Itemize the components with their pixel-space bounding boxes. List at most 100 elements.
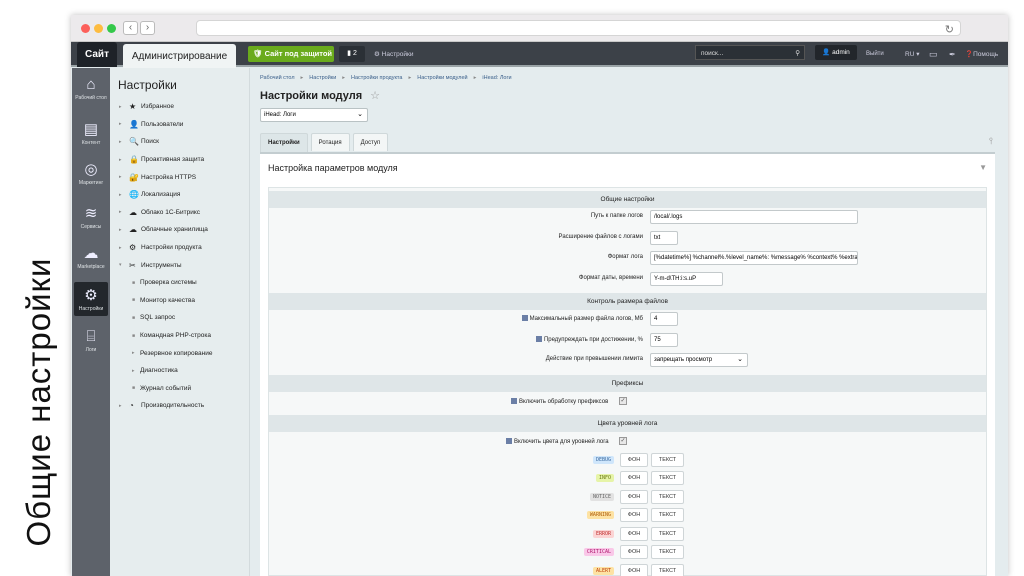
expand-icon[interactable]: ▸ [132, 350, 135, 357]
ext-input[interactable]: txt [650, 230, 678, 245]
breadcrumb-item[interactable]: iHead: Логи [482, 75, 512, 81]
menu-item[interactable]: ▸ ◔ Производительность [110, 397, 249, 415]
bg-color-button[interactable]: ФОН [620, 563, 648, 576]
breadcrumb-item[interactable]: Настройки [309, 75, 337, 81]
site-protected-button[interactable]: 🛡 Сайт под защитой [248, 46, 334, 62]
address-bar[interactable]: ↻ [196, 20, 961, 36]
logout-link[interactable]: Выйти [866, 51, 884, 57]
expand-icon[interactable]: ▸ [119, 244, 122, 251]
notifications-button[interactable]: ▮ 2 [339, 46, 365, 62]
user-button[interactable]: 👤 admin [815, 45, 857, 60]
search-input[interactable]: поиск... ⚲ [695, 45, 805, 60]
menu-item[interactable]: ▸ ⚙ Настройки продукта [110, 239, 249, 257]
help-icon[interactable] [511, 397, 517, 404]
bg-color-button[interactable]: ФОН [620, 508, 648, 522]
language-select[interactable]: RU ▾ [905, 51, 920, 58]
menu-item[interactable]: ▸ Диагностика [110, 362, 249, 380]
menu-item[interactable]: ■ Проверка системы [110, 274, 249, 292]
sidebar-item-logs[interactable]: ⌸ Логи [72, 328, 110, 353]
menu-item[interactable]: ▸ ★ Избранное [110, 98, 249, 116]
text-color-button[interactable]: ТЕКСТ [651, 452, 684, 467]
minimize-dot[interactable] [94, 24, 103, 33]
expand-icon[interactable]: ▸ [119, 226, 122, 233]
expand-icon[interactable]: ▸ [119, 138, 122, 145]
expand-icon[interactable]: ■ [132, 332, 136, 339]
menu-item[interactable]: ▸ ☁ Облако 1С-Битрикс [110, 204, 249, 222]
menu-item[interactable]: ■ Журнал событий [110, 380, 249, 398]
tab-access[interactable]: Доступ [352, 133, 389, 151]
tab-rotation[interactable]: Ротация [310, 133, 350, 151]
expand-icon[interactable]: ■ [132, 385, 136, 392]
bg-color-button[interactable]: ФОН [620, 489, 648, 504]
sidebar-item-settings[interactable]: ⚙ Настройки [74, 282, 108, 316]
colors-checkbox[interactable]: ✓ [619, 436, 627, 445]
menu-item[interactable]: ▸ 🔐 Настройка HTTPS [110, 168, 249, 186]
expand-icon[interactable]: ▸ [132, 367, 135, 374]
text-color-button[interactable]: ТЕКСТ [651, 489, 684, 504]
window-icon[interactable]: ▭ [929, 49, 938, 59]
warn-input[interactable]: 75 [650, 332, 678, 347]
breadcrumb-item[interactable]: Настройки модулей [417, 75, 468, 81]
maxsize-input[interactable]: 4 [650, 312, 678, 326]
text-color-button[interactable]: ТЕКСТ [651, 545, 684, 559]
text-color-button[interactable]: ТЕКСТ [651, 471, 684, 485]
module-select[interactable]: iHead: Логи ⌄ [260, 108, 368, 122]
expand-icon[interactable]: ■ [132, 279, 136, 286]
breadcrumb-item[interactable]: Настройки продукта [351, 75, 403, 81]
tab-administration[interactable]: Администрирование [123, 44, 236, 69]
back-icon[interactable]: ‹ [123, 21, 138, 35]
expand-icon[interactable]: ■ [132, 314, 136, 321]
help-link[interactable]: ❓Помощь [965, 42, 998, 67]
menu-item[interactable]: ▸ ☁ Облачные хранилища [110, 221, 249, 239]
menu-item[interactable]: ▾ ✂ Инструменты [110, 256, 249, 274]
path-input[interactable]: /local/.logs [650, 210, 858, 224]
settings-link[interactable]: ⚙ Настройки [374, 42, 414, 67]
bg-color-button[interactable]: ФОН [620, 545, 648, 559]
tab-settings[interactable]: Настройки [260, 133, 308, 152]
menu-item[interactable]: ▸ Резервное копирование [110, 344, 249, 362]
text-color-button[interactable]: ТЕКСТ [651, 508, 684, 522]
star-icon[interactable]: ☆ [370, 90, 381, 102]
text-color-button[interactable]: ТЕКСТ [651, 563, 684, 576]
menu-item[interactable]: ■ Монитор качества [110, 292, 249, 310]
menu-item[interactable]: ▸ 👤 Пользователи [110, 116, 249, 134]
expand-icon[interactable]: ■ [132, 297, 136, 304]
expand-icon[interactable]: ▸ [119, 174, 122, 181]
menu-item[interactable]: ▸ 🔒 Проактивная защита [110, 151, 249, 169]
bg-color-button[interactable]: ФОН [620, 452, 648, 467]
expand-icon[interactable]: ▸ [119, 191, 122, 198]
expand-icon[interactable]: ▸ [119, 103, 122, 110]
datefmt-input[interactable]: Y-m-d\TH:i:s.uP [650, 271, 723, 286]
zoom-dot[interactable] [107, 24, 116, 33]
expand-icon[interactable]: ▸ [119, 402, 122, 409]
sidebar-item-desktop[interactable]: ⌂ Рабочий стол [72, 76, 110, 101]
action-select[interactable]: запрещать просмотр ⌄ [650, 353, 748, 367]
breadcrumb-item[interactable]: Рабочий стол [260, 75, 295, 81]
bg-color-button[interactable]: ФОН [620, 471, 648, 485]
prefix-checkbox[interactable]: ✓ [619, 396, 627, 405]
menu-item[interactable]: ▸ 🔍 Поиск [110, 133, 249, 151]
sidebar-item-content[interactable]: ▤ Контент [72, 120, 110, 146]
expand-icon[interactable]: ▾ [119, 262, 122, 269]
menu-item[interactable]: ▸ 🌐 Локализация [110, 186, 249, 204]
tab-site[interactable]: Сайт [77, 42, 117, 67]
pin-icon[interactable]: ✒ [949, 50, 956, 59]
forward-icon[interactable]: › [140, 21, 155, 35]
bg-color-button[interactable]: ФОН [620, 526, 648, 541]
expand-icon[interactable]: ▸ [119, 156, 122, 163]
reload-icon[interactable]: ↻ [944, 24, 954, 36]
sidebar-item-marketplace[interactable]: ☁ Marketplace [72, 244, 110, 270]
help-icon[interactable] [521, 315, 528, 321]
close-dot[interactable] [81, 24, 90, 33]
expand-icon[interactable]: ▸ [119, 121, 122, 128]
help-icon[interactable] [506, 437, 512, 444]
help-icon[interactable] [535, 335, 542, 342]
expand-icon[interactable]: ▸ [119, 209, 122, 216]
menu-item[interactable]: ■ Командная PHP-строка [110, 327, 249, 345]
sidebar-item-marketing[interactable]: ◎ Маркетинг [72, 160, 110, 186]
pin-icon[interactable]: ⫯ [989, 136, 993, 146]
collapse-icon[interactable]: ▼ [979, 163, 987, 172]
menu-item[interactable]: ■ SQL запрос [110, 309, 249, 327]
sidebar-item-services[interactable]: ≋ Сервисы [72, 204, 110, 230]
format-input[interactable]: [%datetime%] %channel%.%level_name%: %me… [650, 251, 858, 265]
